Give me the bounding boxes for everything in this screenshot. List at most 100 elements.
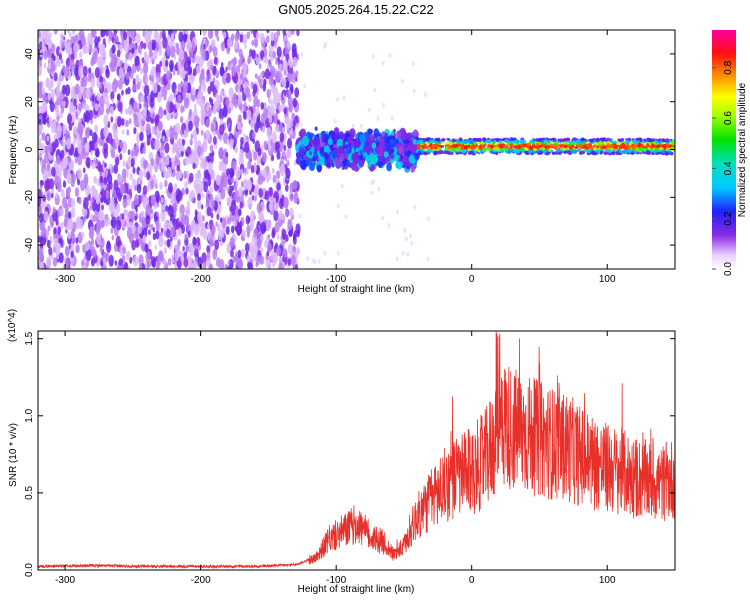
heatmap-cell — [276, 170, 281, 180]
heatmap-cell — [426, 145, 430, 149]
heatmap-cell — [389, 152, 395, 160]
heatmap-cell — [128, 118, 132, 125]
heatmap-cell — [576, 144, 579, 148]
heatmap-cell — [411, 147, 417, 155]
heatmap-cell — [261, 170, 264, 177]
heatmap-cell — [195, 55, 200, 65]
heatmap-cell — [155, 222, 160, 231]
heatmap-cell — [117, 101, 123, 112]
heatmap-cell — [140, 233, 144, 240]
heatmap-cell — [115, 235, 121, 248]
heatmap-cell — [502, 138, 505, 141]
heatmap-cell — [420, 144, 423, 147]
heatmap-cell — [283, 107, 287, 115]
heatmap-cell — [90, 238, 95, 246]
heatmap-cell — [152, 233, 157, 241]
heatmap-cell — [276, 182, 281, 192]
heatmap-cell — [615, 151, 620, 156]
x-tick-label: 100 — [599, 274, 616, 285]
heatmap-cell — [237, 258, 243, 269]
heatmap-cell — [228, 189, 232, 197]
heatmap-cell — [52, 55, 56, 62]
heatmap-cell — [162, 85, 168, 97]
heatmap-cell — [133, 127, 137, 135]
heatmap-cell — [81, 260, 85, 267]
heatmap-cell — [46, 164, 50, 172]
heatmap-cell — [160, 152, 164, 159]
heatmap-cell — [73, 126, 78, 136]
heatmap-cell — [156, 77, 159, 83]
heatmap-cell — [263, 107, 269, 119]
heatmap-cell — [143, 51, 148, 59]
heatmap-cell — [219, 123, 225, 136]
heatmap-cell — [106, 82, 112, 93]
heatmap-cell — [71, 85, 76, 95]
heatmap-cell — [295, 157, 301, 165]
heatmap-cell — [625, 145, 628, 149]
heatmap-cell — [90, 245, 96, 257]
heatmap-cell — [225, 66, 228, 72]
heatmap-cell — [169, 102, 175, 113]
heatmap-cell — [88, 67, 92, 75]
heatmap-cell — [143, 42, 147, 50]
heatmap-cell — [614, 141, 617, 144]
heatmap-cell — [180, 80, 183, 87]
heatmap-cell — [409, 233, 412, 239]
heatmap-cell — [211, 38, 216, 49]
heatmap-cell — [263, 78, 267, 86]
heatmap-cell — [221, 217, 227, 229]
heatmap-cell — [458, 151, 462, 155]
colorbar — [712, 30, 736, 269]
heatmap-cell — [389, 139, 394, 145]
heatmap-cell — [177, 227, 182, 237]
heatmap-cell — [162, 135, 166, 142]
heatmap-cell — [626, 140, 630, 144]
heatmap-cell — [76, 132, 80, 141]
heatmap-cell — [143, 162, 147, 170]
heatmap-cell — [606, 143, 611, 148]
heatmap-cell — [88, 227, 94, 240]
heatmap-cell — [238, 48, 243, 58]
heatmap-cell — [417, 150, 422, 156]
heatmap-cell — [150, 179, 155, 190]
y-tick-label: 0 — [24, 146, 35, 152]
heatmap-cell — [185, 187, 189, 195]
heatmap-cell — [85, 87, 91, 100]
heatmap-cell — [38, 129, 41, 139]
spectrogram-heatmap — [38, 30, 675, 269]
heatmap-cell — [210, 64, 214, 72]
heatmap-cell — [557, 139, 560, 142]
heatmap-cell — [110, 148, 116, 159]
heatmap-cell — [226, 46, 230, 55]
heatmap-cell — [125, 52, 129, 61]
heatmap-cell — [512, 148, 516, 153]
heatmap-cell — [100, 260, 104, 267]
heatmap-cell — [55, 154, 61, 165]
heatmap-cell — [571, 149, 575, 153]
heatmap-cell — [408, 154, 415, 164]
heatmap-cell — [163, 258, 167, 266]
heatmap-cell — [662, 138, 666, 143]
heatmap-cell — [268, 186, 273, 197]
heatmap-cell — [402, 155, 408, 163]
heatmap-cell — [125, 209, 129, 218]
heatmap-cell — [96, 161, 102, 172]
heatmap-cell — [46, 135, 50, 142]
heatmap-cell — [278, 104, 282, 113]
heatmap-cell — [244, 242, 250, 253]
heatmap-cell — [239, 201, 243, 209]
heatmap-cell — [165, 136, 169, 143]
heatmap-cell — [536, 145, 541, 149]
heatmap-cell — [133, 255, 139, 267]
heatmap-cell — [244, 43, 247, 50]
heatmap-cell — [77, 154, 83, 166]
spectrogram-x-label: Height of straight line (km) — [298, 284, 415, 295]
heatmap-cell — [197, 200, 202, 210]
heatmap-cell — [279, 198, 284, 210]
heatmap-cell — [218, 108, 225, 121]
heatmap-cell — [407, 142, 414, 151]
heatmap-cell — [215, 221, 218, 227]
heatmap-cell — [234, 40, 239, 50]
heatmap-cell — [224, 264, 229, 269]
heatmap-cell — [253, 151, 258, 161]
